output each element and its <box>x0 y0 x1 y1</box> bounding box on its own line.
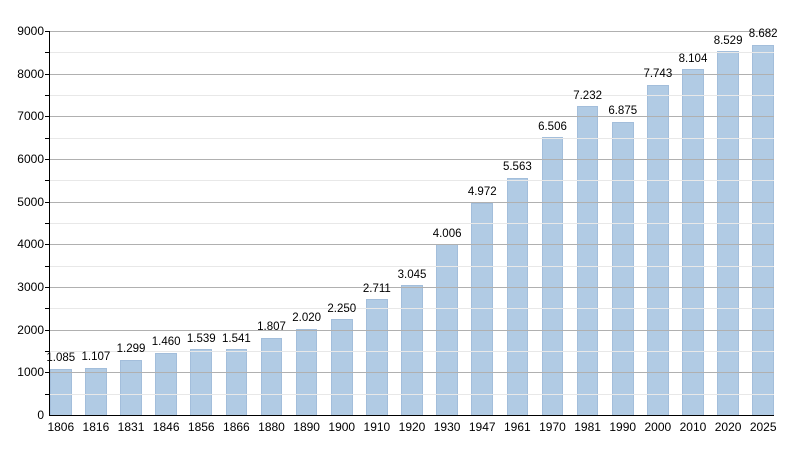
y-axis-tick-1500 <box>44 351 49 352</box>
bar-1846 <box>155 352 177 415</box>
x-tick-label-1990: 1990 <box>609 420 637 434</box>
x-tick-label-1961: 1961 <box>504 420 531 434</box>
y-axis-line <box>48 31 50 416</box>
x-tick-label-1816: 1816 <box>82 420 110 434</box>
y-axis-tick-6000 <box>44 159 49 160</box>
bar-value-label-1981: 7.232 <box>573 89 602 102</box>
bar-value-label-1920: 3.045 <box>397 268 427 281</box>
bar-1806 <box>50 368 72 415</box>
bar-value-label-1846: 1.460 <box>151 336 181 349</box>
bar-1866 <box>225 349 248 415</box>
bar-1930 <box>436 244 458 415</box>
plot-area: 1.085 1.107 1.299 1.460 1.539 1.541 1.807 2.020… <box>46 29 778 415</box>
bar-1890 <box>295 328 318 415</box>
bar-value-label-2010: 8.104 <box>678 52 708 65</box>
bar-1947 <box>471 202 494 415</box>
gridline-minor-8500 <box>50 52 774 54</box>
y-axis-tick-7000 <box>44 116 49 118</box>
gridline-major-9000 <box>50 31 774 32</box>
bar-1910 <box>366 299 388 415</box>
bar-value-label-1806: 1.085 <box>46 352 76 365</box>
y-axis-tick-8000 <box>44 73 49 75</box>
x-tick-label-1831: 1831 <box>117 420 145 434</box>
y-tick-label-2000: 2000 <box>17 322 44 337</box>
y-tick-label-0: 0 <box>37 408 44 422</box>
bar-value-label-1816: 1.107 <box>81 351 111 364</box>
bar-value-label-2025: 8.682 <box>748 28 778 41</box>
y-tick-label-8000: 8000 <box>17 66 44 81</box>
x-tick-label-1866: 1866 <box>223 420 250 434</box>
bar-1920 <box>401 285 423 415</box>
y-axis-tick-6500 <box>44 137 49 139</box>
bar-2010 <box>682 69 704 415</box>
x-tick-label-1981: 1981 <box>574 420 601 434</box>
bar-value-label-1831: 1.299 <box>116 343 146 356</box>
bar-1970 <box>541 137 564 415</box>
x-tick-label-2000: 2000 <box>644 420 672 434</box>
y-axis-tick-5500 <box>44 180 49 182</box>
bar-1900 <box>330 319 353 415</box>
bar-value-label-1961: 5.563 <box>502 161 532 174</box>
bar-value-label-1910: 2.711 <box>362 282 391 295</box>
y-tick-label-7000: 7000 <box>17 109 44 124</box>
y-axis-tick-1000 <box>44 372 49 374</box>
bar-value-label-1880: 1.807 <box>257 321 286 334</box>
bar-1831 <box>120 359 142 415</box>
y-axis-tick-3000 <box>44 287 49 288</box>
x-axis-line <box>48 414 774 416</box>
y-tick-label-5000: 5000 <box>17 194 44 209</box>
x-tick-label-1846: 1846 <box>152 420 180 434</box>
bar-2020 <box>717 51 739 415</box>
y-axis-tick-3500 <box>44 265 49 267</box>
bar-value-label-1947: 4.972 <box>467 186 497 199</box>
bar-2000 <box>647 84 669 415</box>
y-axis-tick-7500 <box>44 95 49 96</box>
y-axis-tick-4500 <box>44 223 49 224</box>
x-tick-label-2020: 2020 <box>714 420 742 434</box>
x-tick-label-2010: 2010 <box>679 420 707 434</box>
bar-value-label-2020: 8.529 <box>713 34 743 47</box>
x-tick-label-1880: 1880 <box>258 420 285 434</box>
x-tick-label-1910: 1910 <box>363 420 391 434</box>
y-axis-tick-500 <box>44 393 49 395</box>
bar-1856 <box>190 349 213 415</box>
x-tick-label-1856: 1856 <box>187 420 215 434</box>
bar-value-label-1856: 1.539 <box>186 332 216 345</box>
bar-2025 <box>752 44 774 415</box>
bar-1990 <box>611 121 634 415</box>
y-axis-tick-8500 <box>44 52 49 54</box>
bar-value-label-1890: 2.020 <box>292 312 322 325</box>
bar-value-label-1990: 6.875 <box>608 105 638 118</box>
bar-value-label-1866: 1.541 <box>222 332 251 345</box>
bar-value-label-2000: 7.743 <box>643 68 673 81</box>
y-axis-tick-5000 <box>44 201 49 203</box>
y-tick-label-1000: 1000 <box>17 365 44 380</box>
bar-value-label-1930: 4.006 <box>432 227 462 240</box>
bar-1961 <box>506 177 529 415</box>
y-axis-tick-9000 <box>44 31 49 32</box>
x-tick-label-1947: 1947 <box>468 420 496 434</box>
bar-1880 <box>260 337 283 415</box>
x-tick-label-1930: 1930 <box>433 420 461 434</box>
x-tick-label-2025: 2025 <box>749 420 777 434</box>
bar-1981 <box>576 106 599 415</box>
y-tick-label-4000: 4000 <box>17 237 44 252</box>
y-axis-tick-4000 <box>44 244 49 246</box>
bar-value-label-1900: 2.250 <box>327 302 357 315</box>
bar-1816 <box>85 367 107 415</box>
x-tick-label-1920: 1920 <box>398 420 426 434</box>
x-tick-label-1970: 1970 <box>539 420 566 434</box>
x-tick-label-1806: 1806 <box>47 420 75 434</box>
y-tick-label-3000: 3000 <box>17 280 44 294</box>
y-axis-tick-2500 <box>44 308 49 310</box>
bar-value-label-1970: 6.506 <box>538 120 567 133</box>
y-tick-label-6000: 6000 <box>17 152 44 166</box>
x-tick-label-1890: 1890 <box>293 420 320 434</box>
x-tick-label-1900: 1900 <box>328 420 356 434</box>
y-axis-tick-2000 <box>44 329 49 331</box>
y-tick-label-9000: 9000 <box>17 24 44 38</box>
